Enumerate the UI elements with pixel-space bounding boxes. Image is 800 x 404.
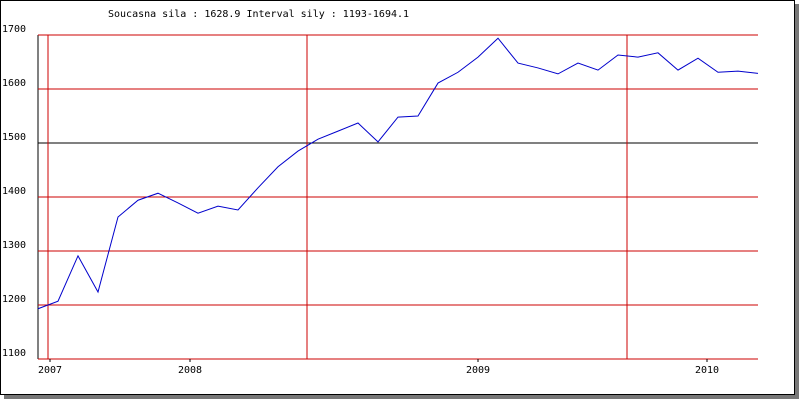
y-tick-label: 1400 — [2, 186, 26, 197]
y-tick-label: 1100 — [2, 348, 26, 359]
chart-title: Soucasna sila : 1628.9 Interval sily : 1… — [108, 9, 409, 20]
y-tick-label: 1200 — [2, 294, 26, 305]
data-line — [37, 37, 759, 310]
x-tick-label: 2009 — [466, 365, 490, 376]
x-tick-label: 2008 — [178, 365, 202, 376]
y-tick-label: 1700 — [2, 24, 26, 35]
y-tick-label: 1300 — [2, 240, 26, 251]
y-tick-label: 1500 — [2, 132, 26, 143]
x-tick-label: 2010 — [695, 365, 719, 376]
y-tick-label: 1600 — [2, 78, 26, 89]
x-tick-label: 2007 — [38, 365, 62, 376]
